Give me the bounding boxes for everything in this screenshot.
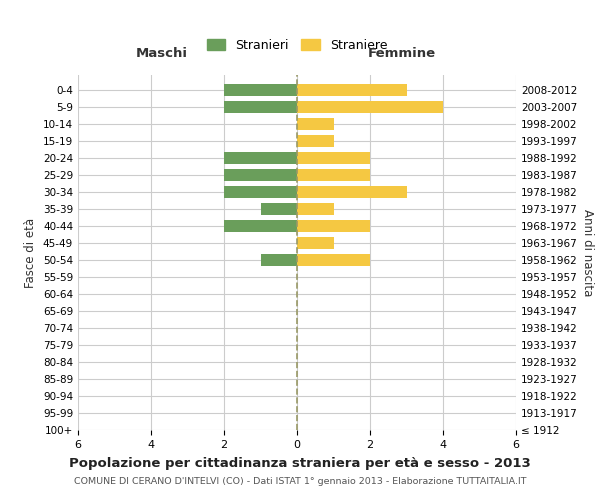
Bar bbox=[297, 186, 407, 198]
Bar bbox=[297, 203, 334, 215]
Bar bbox=[224, 84, 297, 96]
Bar bbox=[297, 220, 370, 232]
Legend: Stranieri, Straniere: Stranieri, Straniere bbox=[203, 35, 391, 56]
Bar bbox=[297, 152, 370, 164]
Bar bbox=[224, 186, 297, 198]
Y-axis label: Anni di nascita: Anni di nascita bbox=[581, 209, 594, 296]
Bar bbox=[224, 152, 297, 164]
Y-axis label: Fasce di età: Fasce di età bbox=[25, 218, 37, 288]
Text: Popolazione per cittadinanza straniera per età e sesso - 2013: Popolazione per cittadinanza straniera p… bbox=[69, 458, 531, 470]
Bar bbox=[297, 169, 370, 181]
Bar bbox=[224, 220, 297, 232]
Bar bbox=[297, 135, 334, 147]
Bar bbox=[297, 84, 407, 96]
Bar bbox=[297, 118, 334, 130]
Bar bbox=[260, 203, 297, 215]
Bar bbox=[297, 237, 334, 249]
Bar bbox=[297, 101, 443, 113]
Text: Maschi: Maschi bbox=[136, 47, 188, 60]
Bar bbox=[224, 101, 297, 113]
Bar bbox=[260, 254, 297, 266]
Bar bbox=[224, 169, 297, 181]
Text: COMUNE DI CERANO D'INTELVI (CO) - Dati ISTAT 1° gennaio 2013 - Elaborazione TUTT: COMUNE DI CERANO D'INTELVI (CO) - Dati I… bbox=[74, 478, 526, 486]
Text: Femmine: Femmine bbox=[368, 47, 436, 60]
Bar bbox=[297, 254, 370, 266]
